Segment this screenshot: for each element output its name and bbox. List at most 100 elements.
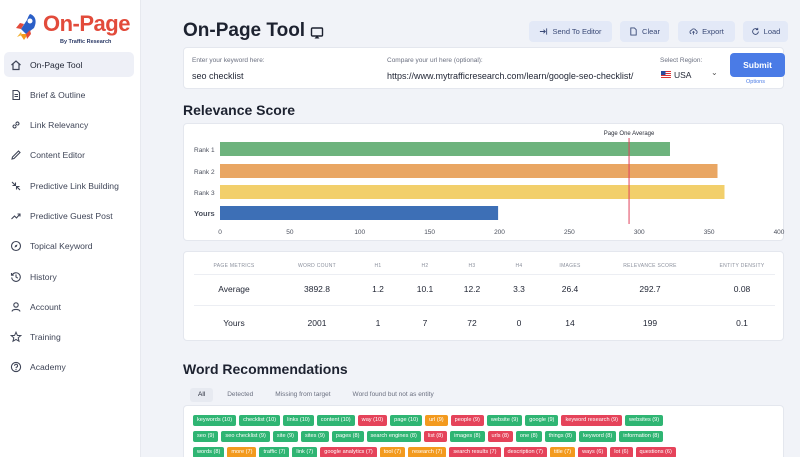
region-select[interactable]: USA xyxy=(674,70,692,80)
sidebar-item-label: Brief & Outline xyxy=(30,89,86,100)
word-chip[interactable]: google analytics (7) xyxy=(320,447,377,457)
tab-detected[interactable]: Detected xyxy=(227,391,254,398)
table-cell: 14 xyxy=(565,318,575,328)
submit-button[interactable]: Submit xyxy=(730,53,785,77)
chart-category-label: Rank 1 xyxy=(194,147,215,154)
chart-tick-label: 50 xyxy=(286,229,294,236)
table-cell: 199 xyxy=(642,318,658,328)
word-chip[interactable]: people (9) xyxy=(450,415,484,426)
word-chip[interactable]: title (7) xyxy=(549,447,576,457)
word-chip[interactable]: keyword research (9) xyxy=(561,415,622,426)
chart-tick-label: 150 xyxy=(424,229,435,236)
sidebar-item-academy[interactable]: Academy xyxy=(4,355,134,380)
sidebar-item-topical-keyword[interactable]: Topical Keyword xyxy=(4,234,134,259)
page-title: On-Page Tool xyxy=(183,20,306,41)
export-button[interactable]: Export xyxy=(678,21,735,42)
send-to-editor-button[interactable]: Send To Editor xyxy=(529,21,612,42)
table-cell: 72 xyxy=(467,318,477,328)
url-input[interactable]: https://www.mytrafficresearch.com/learn/… xyxy=(387,71,634,81)
word-chip[interactable]: keywords (10) xyxy=(193,415,237,426)
sidebar-item-account[interactable]: Account xyxy=(4,294,134,319)
relevance-chart: Rank 1 Rank 2 Rank 3 Yours 0 50 100 150 200 250 30… xyxy=(183,123,785,241)
tab-not-entity[interactable]: Word found but not as entity xyxy=(352,391,434,398)
keyword-label: Enter your keyword here: xyxy=(192,57,265,64)
word-chip[interactable]: questions (6) xyxy=(635,447,676,457)
sidebar-item-label: History xyxy=(30,271,57,282)
sidebar-item-link-relevancy[interactable]: Link Relevancy xyxy=(4,113,134,138)
chart-tick-label: 350 xyxy=(704,229,715,236)
word-chip[interactable]: search engines (8) xyxy=(366,431,421,442)
load-button[interactable]: Load xyxy=(743,21,788,42)
word-chip[interactable]: google (9) xyxy=(525,415,559,426)
word-chip[interactable]: page (10) xyxy=(390,415,423,426)
sidebar-item-content-editor[interactable]: Content Editor xyxy=(4,143,134,168)
table-cell: 1.2 xyxy=(372,284,384,294)
sidebar-item-label: Content Editor xyxy=(30,150,85,161)
word-chip[interactable]: pages (8) xyxy=(331,431,364,442)
word-chip[interactable]: ways (6) xyxy=(578,447,608,457)
history-icon xyxy=(10,271,22,283)
brand-logo[interactable]: On-Page By Traffic Research xyxy=(10,10,135,46)
word-chip[interactable]: search results (7) xyxy=(449,447,501,457)
word-chip[interactable]: website (9) xyxy=(486,415,523,426)
sidebar-item-on-page-tool[interactable]: On-Page Tool xyxy=(4,52,134,77)
url-label: Compare your url here (optional): xyxy=(387,57,483,64)
tab-all[interactable]: All xyxy=(190,388,214,402)
chart-bar xyxy=(220,142,670,156)
relevance-title: Relevance Score xyxy=(183,102,296,118)
sidebar-item-predictive-guest-post[interactable]: Predictive Guest Post xyxy=(4,203,134,228)
sidebar-item-training[interactable]: Training xyxy=(4,325,134,350)
help-icon xyxy=(10,361,22,373)
sidebar-item-predictive-link-building[interactable]: Predictive Link Building xyxy=(4,173,134,198)
table-cell: 2001 xyxy=(307,318,327,328)
sidebar-item-brief-outline[interactable]: Brief & Outline xyxy=(4,82,134,107)
user-icon xyxy=(10,301,22,313)
word-chip[interactable]: images (8) xyxy=(450,431,485,442)
word-chip[interactable]: site (9) xyxy=(272,431,298,442)
table-cell: 26.4 xyxy=(561,284,579,294)
word-chip[interactable]: research (7) xyxy=(408,447,447,457)
word-chip[interactable]: link (7) xyxy=(292,447,318,457)
word-chip[interactable]: more (7) xyxy=(227,447,257,457)
word-chip[interactable]: list (8) xyxy=(423,431,448,442)
word-chip[interactable]: tool (7) xyxy=(379,447,406,457)
word-chip[interactable]: checklist (10) xyxy=(239,415,281,426)
row-divider xyxy=(194,274,775,275)
word-chip[interactable]: information (8) xyxy=(619,431,664,442)
region-label: Select Region: xyxy=(660,57,703,64)
table-cell: 10.1 xyxy=(416,284,434,294)
word-chip[interactable]: words (8) xyxy=(193,447,225,457)
sidebar-item-history[interactable]: History xyxy=(4,264,134,289)
chevron-down-icon[interactable]: ⌄ xyxy=(711,68,718,77)
word-chip[interactable]: seo (9) xyxy=(193,431,219,442)
word-chip[interactable]: way (10) xyxy=(357,415,388,426)
word-chip[interactable]: urls (8) xyxy=(487,431,513,442)
sidebar-item-label: On-Page Tool xyxy=(30,59,83,70)
word-chip[interactable]: keyword (8) xyxy=(578,431,617,442)
clear-button[interactable]: Clear xyxy=(620,21,669,42)
keyword-input[interactable]: seo checklist xyxy=(192,71,244,81)
word-chip[interactable]: url (9) xyxy=(425,415,448,426)
send-to-editor-label: Send To Editor xyxy=(552,27,602,36)
word-chip[interactable]: sites (9) xyxy=(300,431,329,442)
chip-row: keywords (10) checklist (10) links (10) con… xyxy=(193,415,666,426)
word-chip[interactable]: description (7) xyxy=(503,447,547,457)
metric-header: PAGE METRICS xyxy=(213,263,255,269)
word-chip[interactable]: one (8) xyxy=(515,431,542,442)
tab-missing[interactable]: Missing from target xyxy=(275,391,331,398)
word-chip[interactable]: lot (6) xyxy=(610,447,633,457)
chart-tick-label: 250 xyxy=(564,229,575,236)
word-chip[interactable]: websites (9) xyxy=(624,415,664,426)
cloud-upload-icon xyxy=(689,28,698,35)
word-chip[interactable]: traffic (7) xyxy=(259,447,290,457)
metric-header: H4 xyxy=(515,263,523,269)
word-chip[interactable]: links (10) xyxy=(283,415,314,426)
word-chip[interactable]: things (8) xyxy=(544,431,576,442)
chart-tick-label: 0 xyxy=(218,229,222,236)
star-icon xyxy=(10,331,22,343)
options-link[interactable]: Options xyxy=(746,79,765,85)
cast-icon[interactable] xyxy=(310,26,324,40)
word-chip[interactable]: content (10) xyxy=(316,415,355,426)
chart-category-label: Yours xyxy=(194,209,215,218)
word-chip[interactable]: seo checklist (9) xyxy=(221,431,270,442)
